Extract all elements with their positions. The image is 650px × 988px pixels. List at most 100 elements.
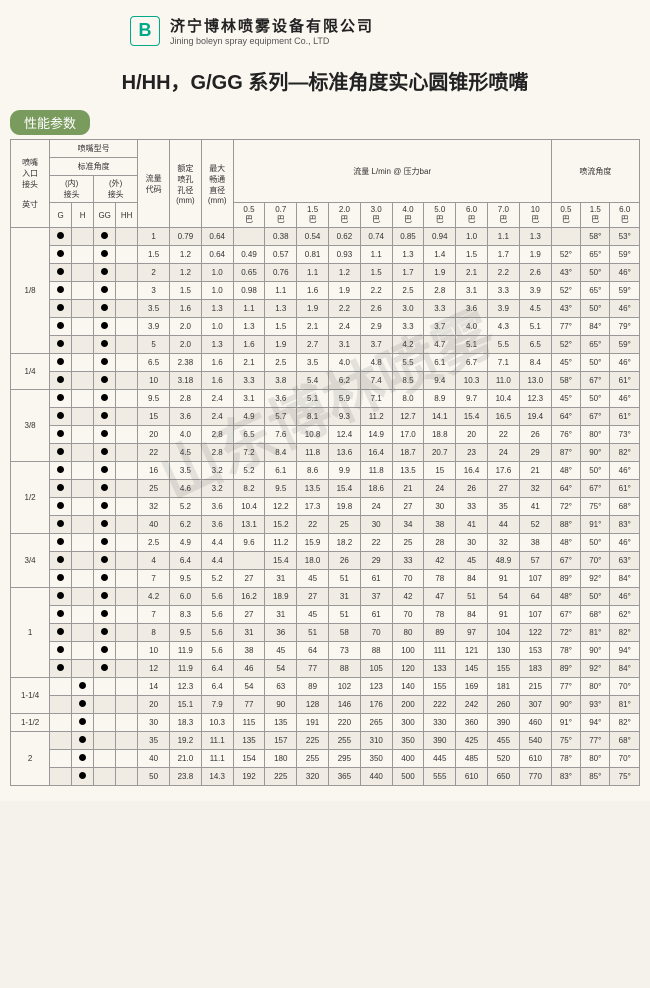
angle-cell: 83° bbox=[610, 516, 640, 534]
dot-cell bbox=[72, 390, 94, 408]
flow-cell: 88 bbox=[360, 642, 392, 660]
flow-cell: 183 bbox=[519, 660, 551, 678]
dot-cell bbox=[94, 768, 116, 786]
flow-cell: 400 bbox=[392, 750, 424, 768]
flow-cell: 25 bbox=[392, 534, 424, 552]
flow-cell: 63 bbox=[265, 678, 297, 696]
angle-cell: 80° bbox=[581, 426, 610, 444]
hdr-p15: 1.5 巴 bbox=[297, 203, 329, 228]
dot-icon bbox=[57, 250, 64, 257]
flow-cell: 10.3 bbox=[456, 372, 488, 390]
flow-cell: 73 bbox=[328, 642, 360, 660]
angle-cell: 64° bbox=[551, 480, 580, 498]
flow-cell: 5.4 bbox=[297, 372, 329, 390]
flow-cell: 7.6 bbox=[265, 426, 297, 444]
flow-cell: 0.74 bbox=[360, 228, 392, 246]
flow-cell: 6.1 bbox=[424, 354, 456, 372]
dot-icon bbox=[101, 664, 108, 671]
flow-cell: 51 bbox=[328, 570, 360, 588]
table-row: 23519.211.113515722525531035039042545554… bbox=[11, 732, 640, 750]
dot-icon bbox=[57, 340, 64, 347]
dot-icon bbox=[101, 646, 108, 653]
dot-cell bbox=[72, 408, 94, 426]
flow-cell: 48.9 bbox=[487, 552, 519, 570]
flow-cell: 0.38 bbox=[265, 228, 297, 246]
hdr-a15: 1.5 巴 bbox=[581, 203, 610, 228]
inlet-cell: 1/2 bbox=[11, 462, 50, 534]
flow-cell: 10.4 bbox=[233, 498, 265, 516]
data-cell: 0.64 bbox=[201, 228, 233, 246]
dot-cell bbox=[72, 264, 94, 282]
angle-cell: 90° bbox=[551, 696, 580, 714]
data-cell: 3.9 bbox=[138, 318, 170, 336]
angle-cell: 76° bbox=[551, 426, 580, 444]
dot-cell bbox=[72, 462, 94, 480]
flow-cell: 215 bbox=[519, 678, 551, 696]
dot-cell bbox=[94, 732, 116, 750]
flow-cell: 3.3 bbox=[392, 318, 424, 336]
data-cell: 50 bbox=[138, 768, 170, 786]
dot-cell bbox=[72, 714, 94, 732]
data-cell: 1.0 bbox=[201, 264, 233, 282]
flow-cell: 145 bbox=[456, 660, 488, 678]
flow-cell: 1.3 bbox=[233, 318, 265, 336]
flow-cell: 2.9 bbox=[360, 318, 392, 336]
company-header: B 济宁博林喷雾设备有限公司 Jining boleyn spray equip… bbox=[10, 15, 640, 46]
flow-cell: 1.1 bbox=[487, 228, 519, 246]
flow-cell: 20.7 bbox=[424, 444, 456, 462]
angle-cell: 84° bbox=[610, 660, 640, 678]
dot-cell bbox=[50, 264, 72, 282]
flow-cell: 6.1 bbox=[265, 462, 297, 480]
dot-cell bbox=[94, 750, 116, 768]
flow-cell: 310 bbox=[360, 732, 392, 750]
dot-icon bbox=[101, 412, 108, 419]
flow-cell: 770 bbox=[519, 768, 551, 786]
flow-cell: 8.4 bbox=[519, 354, 551, 372]
flow-cell: 9.6 bbox=[233, 534, 265, 552]
data-cell: 4.6 bbox=[170, 480, 202, 498]
data-cell: 7 bbox=[138, 570, 170, 588]
table-row: 3/42.54.94.49.611.215.918.22225283032384… bbox=[11, 534, 640, 552]
data-cell: 10 bbox=[138, 372, 170, 390]
dot-cell bbox=[72, 300, 94, 318]
flow-cell: 4.3 bbox=[487, 318, 519, 336]
dot-cell bbox=[116, 678, 138, 696]
data-cell: 3.2 bbox=[201, 462, 233, 480]
flow-cell: 2.2 bbox=[360, 282, 392, 300]
flow-cell: 1.7 bbox=[392, 264, 424, 282]
flow-cell: 18.0 bbox=[297, 552, 329, 570]
flow-cell: 18.6 bbox=[360, 480, 392, 498]
flow-cell: 13.1 bbox=[233, 516, 265, 534]
company-name-en: Jining boleyn spray equipment Co., LTD bbox=[170, 36, 374, 46]
dot-cell bbox=[72, 336, 94, 354]
flow-cell: 38 bbox=[233, 642, 265, 660]
data-cell: 3.2 bbox=[201, 480, 233, 498]
flow-cell: 8.9 bbox=[424, 390, 456, 408]
flow-cell: 485 bbox=[456, 750, 488, 768]
flow-cell: 7.1 bbox=[360, 390, 392, 408]
flow-cell: 8.0 bbox=[392, 390, 424, 408]
flow-cell: 18.9 bbox=[265, 588, 297, 606]
flow-cell: 111 bbox=[424, 642, 456, 660]
hdr-maxpass: 最大 畅通 直径 (mm) bbox=[201, 140, 233, 228]
table-row: 1/810.790.640.380.540.620.740.850.941.01… bbox=[11, 228, 640, 246]
flow-cell: 130 bbox=[487, 642, 519, 660]
flow-cell: 89 bbox=[424, 624, 456, 642]
logo-icon: B bbox=[130, 16, 160, 46]
dot-icon bbox=[101, 250, 108, 257]
dot-icon bbox=[101, 376, 108, 383]
angle-cell: 82° bbox=[610, 444, 640, 462]
dot-icon bbox=[101, 286, 108, 293]
flow-cell: 27 bbox=[233, 570, 265, 588]
dot-icon bbox=[57, 646, 64, 653]
table-row: 1211.96.44654778810512013314515518389°92… bbox=[11, 660, 640, 678]
flow-cell: 191 bbox=[297, 714, 329, 732]
inlet-cell: 1/8 bbox=[11, 228, 50, 354]
data-cell: 35 bbox=[138, 732, 170, 750]
dot-cell bbox=[94, 678, 116, 696]
flow-cell: 2.1 bbox=[297, 318, 329, 336]
data-cell: 16 bbox=[138, 462, 170, 480]
flow-cell: 31 bbox=[265, 606, 297, 624]
flow-cell: 153 bbox=[519, 642, 551, 660]
data-cell: 4 bbox=[138, 552, 170, 570]
